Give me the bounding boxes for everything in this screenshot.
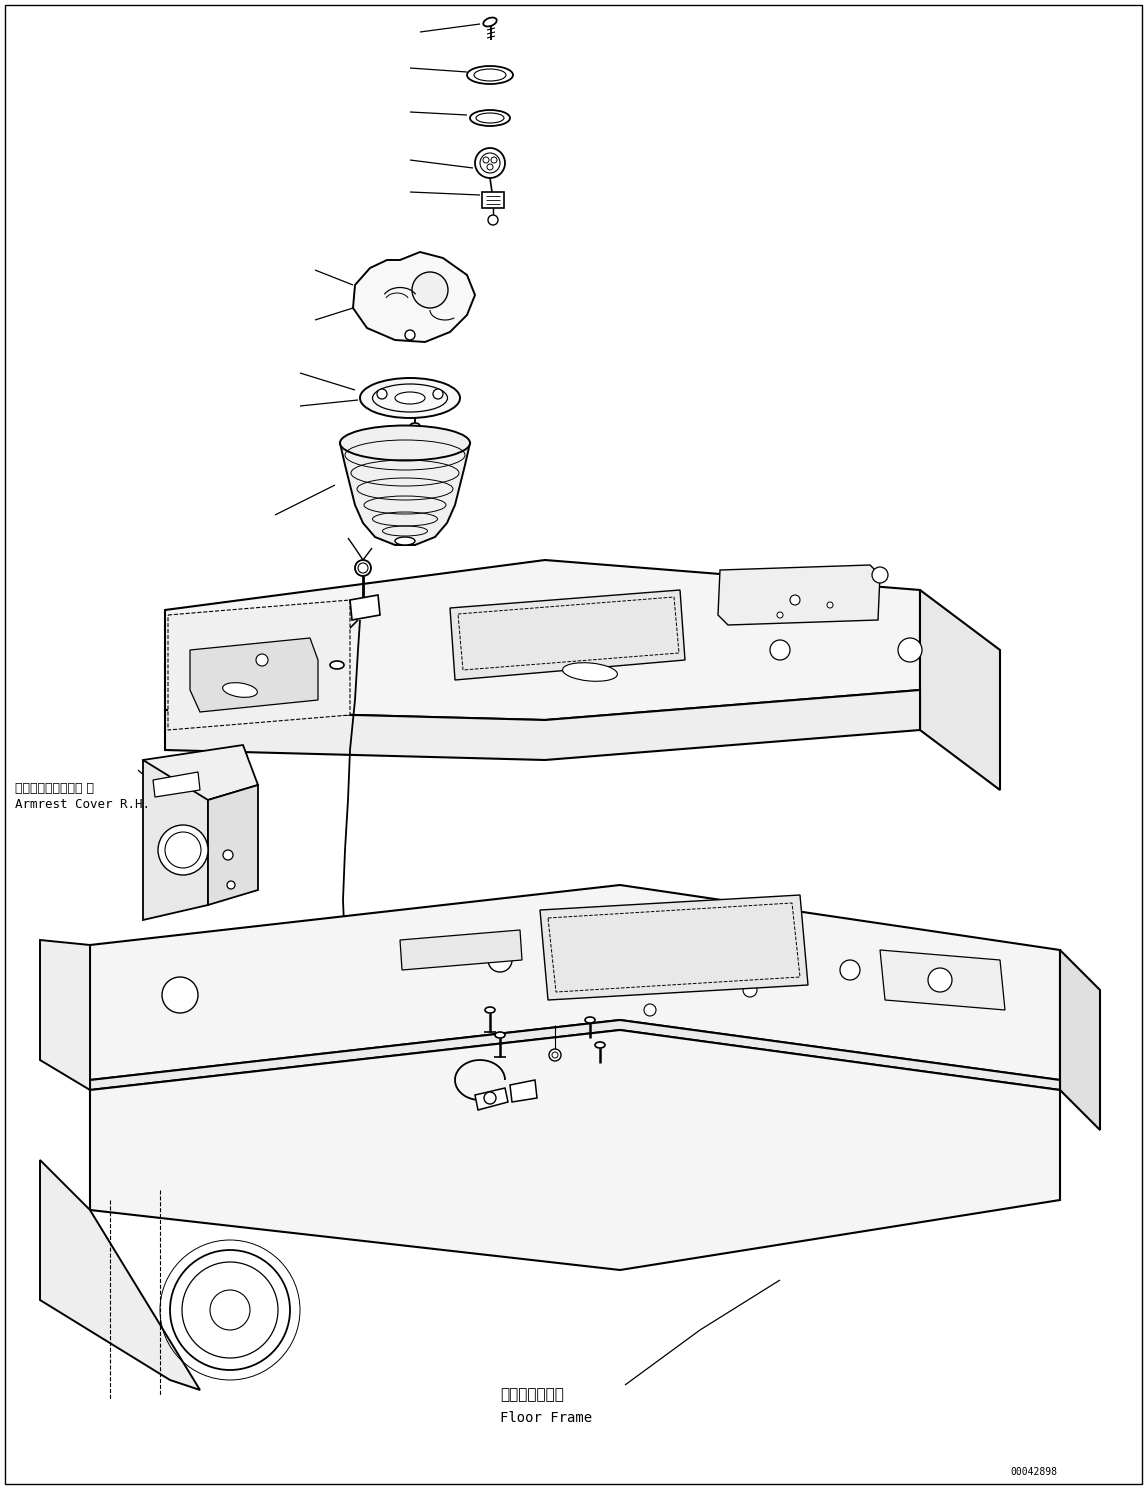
Polygon shape: [167, 600, 350, 730]
Ellipse shape: [474, 68, 506, 80]
Ellipse shape: [223, 682, 257, 697]
Polygon shape: [400, 931, 522, 969]
Polygon shape: [89, 1020, 1060, 1090]
Polygon shape: [190, 637, 318, 712]
Ellipse shape: [470, 110, 510, 127]
Circle shape: [643, 1004, 656, 1015]
Ellipse shape: [330, 661, 344, 669]
Polygon shape: [880, 950, 1005, 1010]
Circle shape: [475, 147, 505, 179]
Text: アームレストカバー 右: アームレストカバー 右: [15, 782, 94, 795]
Circle shape: [743, 983, 757, 998]
Circle shape: [487, 948, 512, 972]
Circle shape: [840, 960, 860, 980]
Circle shape: [412, 272, 448, 308]
Polygon shape: [89, 1030, 1060, 1270]
Circle shape: [777, 612, 783, 618]
Polygon shape: [1060, 950, 1100, 1130]
Circle shape: [405, 331, 415, 339]
Polygon shape: [920, 590, 1000, 791]
Ellipse shape: [562, 663, 617, 682]
Circle shape: [227, 881, 235, 889]
Circle shape: [170, 1249, 290, 1370]
Circle shape: [223, 850, 233, 861]
Circle shape: [162, 977, 198, 1013]
Polygon shape: [165, 689, 920, 759]
Polygon shape: [482, 192, 504, 208]
Polygon shape: [510, 1080, 537, 1102]
Ellipse shape: [409, 423, 420, 429]
Ellipse shape: [395, 538, 415, 545]
Ellipse shape: [360, 378, 460, 418]
Circle shape: [358, 563, 368, 573]
Polygon shape: [40, 1160, 200, 1391]
Circle shape: [210, 1289, 250, 1330]
Polygon shape: [540, 895, 807, 1001]
Circle shape: [434, 389, 443, 399]
Circle shape: [827, 602, 833, 608]
Polygon shape: [450, 590, 685, 680]
Ellipse shape: [373, 384, 447, 412]
Text: フロアフレーム: フロアフレーム: [500, 1388, 564, 1403]
Circle shape: [491, 156, 497, 162]
Polygon shape: [718, 564, 880, 625]
Ellipse shape: [585, 1017, 595, 1023]
Circle shape: [484, 1091, 496, 1103]
Polygon shape: [143, 759, 208, 920]
Polygon shape: [40, 940, 89, 1090]
Ellipse shape: [483, 18, 497, 27]
Circle shape: [377, 389, 387, 399]
Polygon shape: [143, 744, 258, 806]
Circle shape: [770, 640, 790, 660]
Text: Floor Frame: Floor Frame: [500, 1412, 592, 1425]
Circle shape: [872, 567, 888, 584]
Ellipse shape: [395, 392, 426, 404]
Circle shape: [928, 968, 952, 992]
Ellipse shape: [485, 1007, 496, 1013]
Circle shape: [158, 825, 208, 876]
Ellipse shape: [467, 66, 513, 83]
Circle shape: [487, 164, 493, 170]
Polygon shape: [475, 1088, 508, 1109]
Polygon shape: [89, 884, 1060, 1080]
Circle shape: [487, 214, 498, 225]
Ellipse shape: [496, 1032, 505, 1038]
Circle shape: [549, 1048, 561, 1062]
Circle shape: [165, 832, 201, 868]
Polygon shape: [353, 252, 475, 342]
Circle shape: [256, 654, 268, 666]
Polygon shape: [208, 785, 258, 905]
Ellipse shape: [340, 426, 470, 460]
Circle shape: [479, 153, 500, 173]
Circle shape: [935, 969, 945, 980]
Ellipse shape: [595, 1042, 604, 1048]
Polygon shape: [153, 771, 200, 797]
Ellipse shape: [476, 113, 504, 124]
Polygon shape: [350, 596, 380, 619]
Polygon shape: [165, 560, 920, 721]
Circle shape: [790, 596, 799, 605]
Polygon shape: [340, 444, 470, 545]
Circle shape: [552, 1053, 557, 1059]
Text: 00042898: 00042898: [1011, 1467, 1058, 1477]
Circle shape: [182, 1263, 278, 1358]
Text: Armrest Cover R.H.: Armrest Cover R.H.: [15, 798, 150, 812]
Circle shape: [356, 560, 370, 576]
Circle shape: [898, 637, 922, 663]
Circle shape: [483, 156, 489, 162]
